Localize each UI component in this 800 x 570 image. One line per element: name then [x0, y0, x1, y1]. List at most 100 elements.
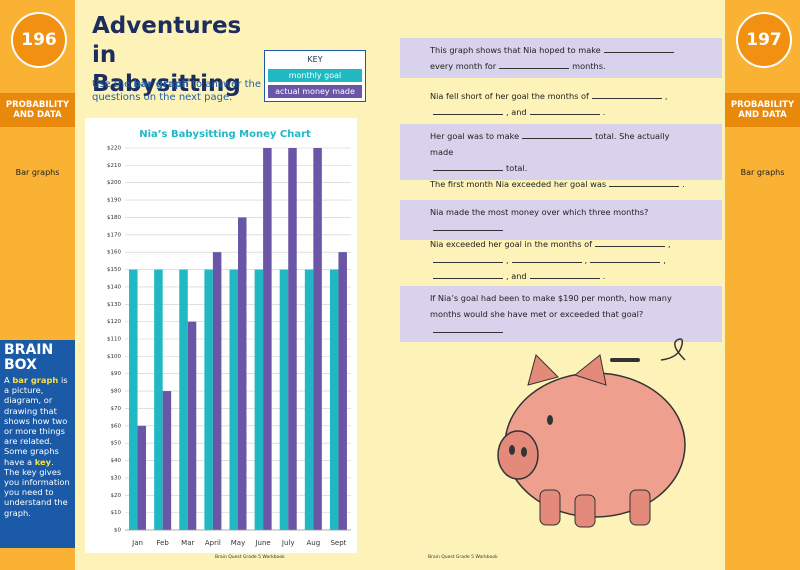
bar [263, 148, 272, 530]
text: Her goal was to make [430, 131, 520, 141]
text: , and [506, 271, 527, 281]
bar-chart: Nia’s Babysitting Money Chart $0 $10 $20 $3… [85, 118, 357, 553]
text: Nia exceeded her goal in the months of [430, 239, 592, 249]
page-title: Adventures in Babysitting [92, 13, 242, 97]
question: The first month Nia exceeded her goal wa… [400, 172, 722, 196]
page-number: 196 [11, 12, 67, 68]
x-tick-label: April [205, 539, 221, 547]
question: Nia fell short of her goal the months of… [400, 84, 722, 124]
text: to answer the questions on the next page… [92, 79, 262, 103]
text: months. [572, 61, 606, 71]
y-tick-label: $30 [111, 475, 122, 481]
x-tick-label: Aug [306, 539, 320, 547]
text: . [602, 107, 606, 117]
term: key [34, 456, 52, 467]
text: A [4, 375, 10, 385]
text: , and [506, 107, 527, 117]
text: , [667, 239, 671, 249]
y-tick-label: $40 [111, 458, 122, 464]
bar [313, 148, 322, 530]
y-tick-label: $90 [111, 371, 122, 377]
y-tick-label: $120 [107, 319, 121, 325]
bar [179, 269, 188, 530]
question: Nia made the most money over which three… [400, 200, 722, 240]
bar [254, 269, 264, 530]
term: bar graph [133, 79, 189, 90]
text: , [663, 255, 666, 265]
question: If Nia’s goal had been to make $190 per … [400, 286, 722, 342]
x-tick-label: July [281, 539, 295, 547]
y-tick-label: $100 [107, 354, 121, 360]
footer: Brain Quest Grade 5 Workbook [428, 555, 498, 560]
text: , [664, 91, 668, 101]
text: every month for [430, 61, 497, 71]
text: total. [506, 163, 528, 173]
x-tick-label: May [231, 539, 245, 547]
x-tick-label: Jan [131, 539, 143, 547]
y-tick-label: $10 [111, 510, 122, 516]
x-tick-label: Mar [181, 539, 194, 547]
legend-entry: monthly goal [268, 69, 362, 82]
bar [129, 269, 138, 530]
bar [204, 269, 213, 530]
brain-box-text: A bar graph is a picture, diagram, or dr… [4, 375, 71, 518]
question: This graph shows that Nia hoped to make e… [400, 38, 722, 78]
text: , [506, 255, 509, 265]
bar [338, 252, 347, 530]
y-tick-label: $70 [111, 406, 122, 412]
text: Nia made the most money over which three… [430, 207, 649, 217]
text: . [682, 179, 685, 189]
chart-title: Nia’s Babysitting Money Chart [139, 129, 311, 140]
text: Nia fell short of her goal the months of [430, 91, 589, 101]
text: The first month Nia exceeded her goal wa… [430, 179, 607, 189]
section-label: PROBABILITY AND DATA [725, 93, 800, 127]
bar [229, 269, 238, 530]
y-tick-label: $170 [107, 232, 121, 238]
x-tick-label: Sept [330, 539, 346, 547]
bar [238, 217, 247, 531]
x-tick-label: Feb [156, 539, 169, 547]
bar [187, 321, 197, 530]
bar [288, 148, 297, 530]
y-tick-label: $210 [107, 163, 121, 169]
page-number: 197 [736, 12, 792, 68]
bar [154, 269, 163, 530]
y-tick-label: $80 [111, 389, 122, 395]
footer: Brain Quest Grade 5 Workbook [215, 555, 285, 560]
brain-box-title: BRAIN BOX [4, 342, 54, 373]
bar [212, 252, 222, 530]
text: , [584, 255, 588, 265]
y-tick-label: $60 [111, 423, 122, 429]
text: is a picture, diagram, or drawing that s… [4, 375, 68, 467]
legend-entry: actual money made [268, 85, 362, 98]
bar [329, 269, 339, 530]
y-tick-label: $150 [107, 267, 121, 273]
y-tick-label: $130 [107, 302, 121, 308]
y-tick-label: $220 [107, 146, 121, 152]
text: If Nia’s goal had been to make $190 per … [430, 293, 672, 319]
piggy-bank [497, 338, 686, 528]
y-tick-label: $110 [107, 337, 121, 343]
text: total. She actually made [430, 131, 670, 157]
question: Nia exceeded her goal in the months of,,… [400, 232, 722, 288]
instructions: Use the bar graph to answer the question… [92, 78, 272, 104]
question: Her goal was to make total. She actually … [400, 124, 722, 180]
section-label: PROBABILITY AND DATA [0, 93, 75, 127]
y-tick-label: $140 [107, 284, 121, 290]
text: This graph shows that Nia hoped to make [430, 45, 601, 55]
term: bar graph [12, 375, 59, 385]
bar [279, 269, 289, 530]
bar [162, 391, 172, 530]
legend-title: KEY [307, 55, 323, 64]
x-tick-label: June [254, 539, 270, 547]
text: Use the [92, 79, 131, 90]
y-tick-label: $160 [107, 250, 121, 256]
y-tick-label: $190 [107, 198, 121, 204]
left-strip: 196 PROBABILITY AND DATA Bar graphs BRAI… [0, 0, 75, 570]
y-tick-label: $20 [111, 493, 122, 499]
topic: Bar graphs [15, 168, 60, 177]
bar [304, 269, 314, 530]
y-tick-label: $200 [107, 180, 121, 186]
y-tick-label: $180 [107, 215, 121, 221]
